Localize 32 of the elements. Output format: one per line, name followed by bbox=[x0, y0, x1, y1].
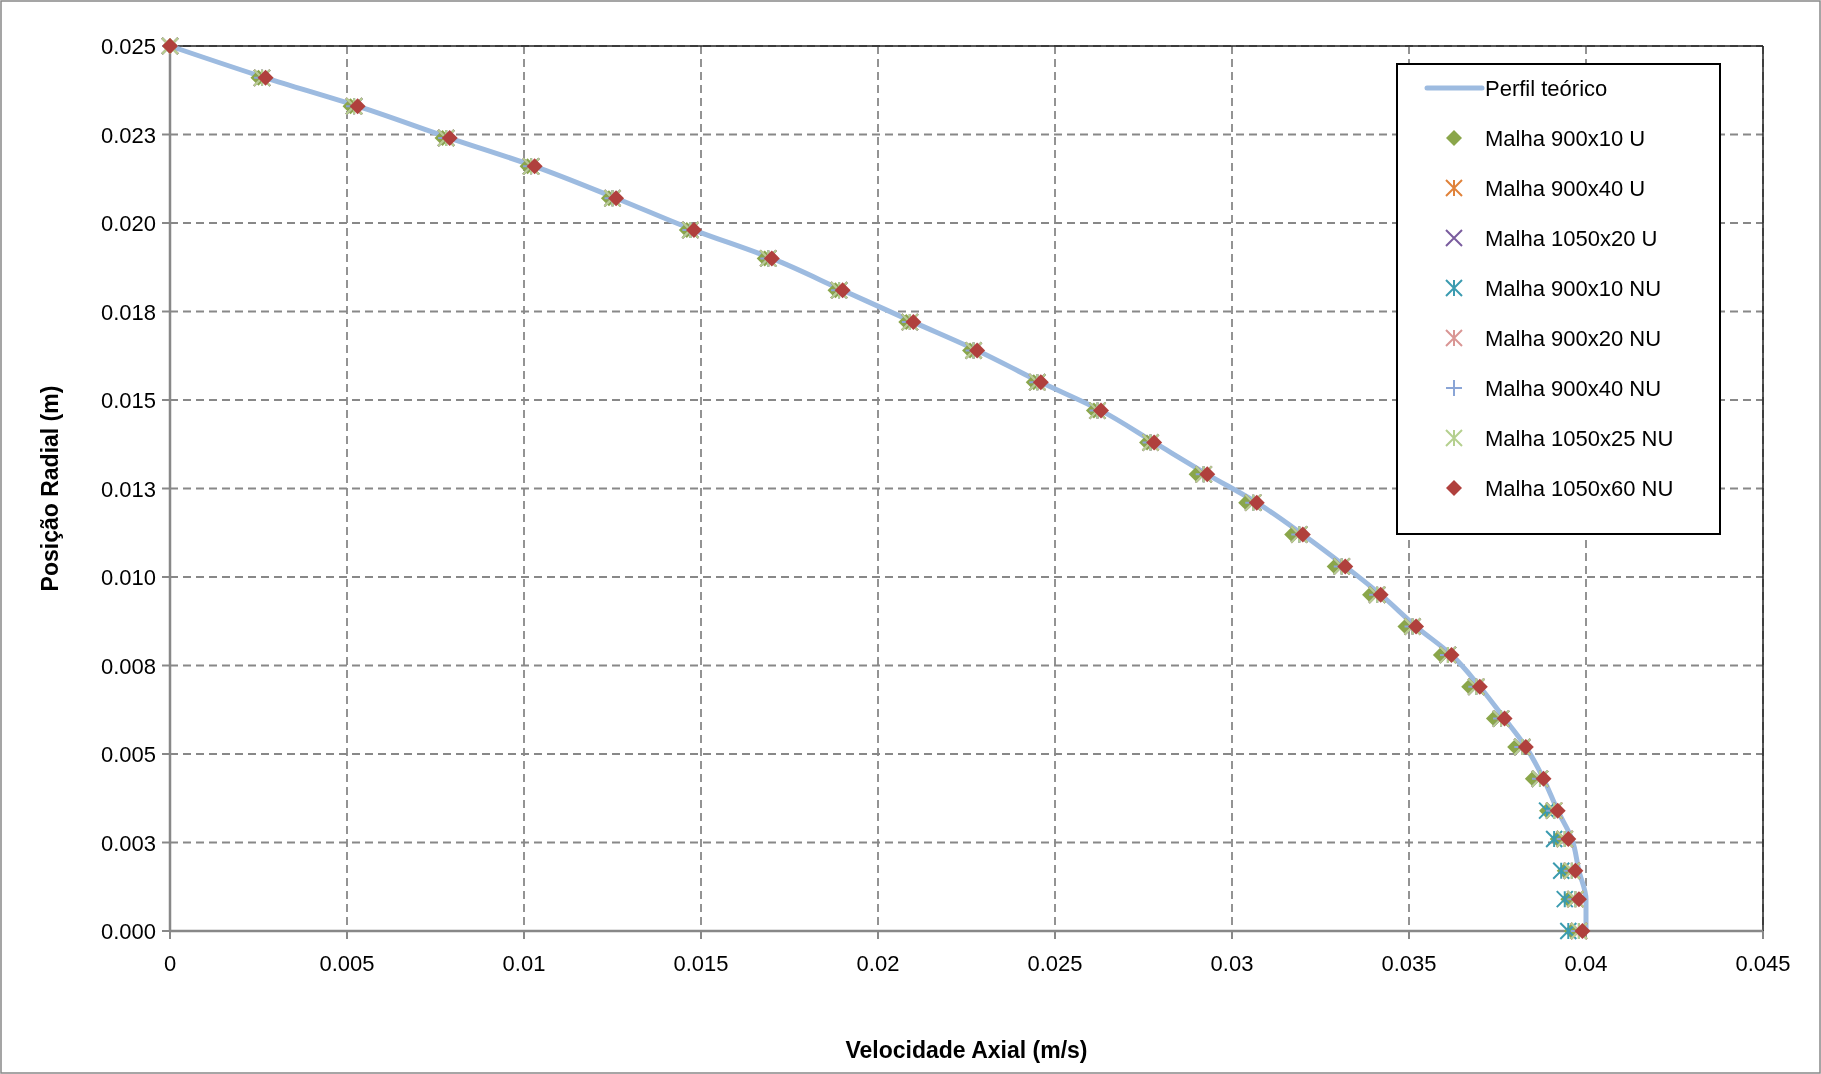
y-tick-label: 0.000 bbox=[100, 919, 156, 944]
legend-label: Malha 900x20 NU bbox=[1485, 326, 1662, 351]
legend-label: Malha 1050x25 NU bbox=[1485, 426, 1674, 451]
y-tick-label: 0.020 bbox=[100, 211, 156, 236]
y-axis-title: Posição Radial (m) bbox=[37, 385, 63, 592]
x-tick-label: 0.045 bbox=[1735, 951, 1791, 976]
x-tick-label: 0.02 bbox=[856, 951, 900, 976]
y-tick-label: 0.008 bbox=[100, 653, 156, 679]
legend-label: Malha 900x40 U bbox=[1485, 176, 1646, 201]
x-tick-label: 0.015 bbox=[673, 951, 729, 976]
y-tick-label: 0.005 bbox=[100, 742, 156, 767]
legend-label: Malha 900x10 NU bbox=[1485, 276, 1662, 301]
y-tick-label: 0.003 bbox=[100, 830, 156, 856]
y-tick-label: 0.010 bbox=[100, 565, 156, 590]
y-tick-label: 0.013 bbox=[100, 476, 156, 502]
x-tick-label: 0.01 bbox=[502, 951, 546, 976]
legend-label: Perfil teórico bbox=[1485, 76, 1608, 101]
y-tick-label: 0.025 bbox=[100, 34, 156, 59]
x-tick-label: 0.035 bbox=[1381, 951, 1437, 976]
x-tick-label: 0.005 bbox=[319, 951, 375, 976]
x-tick-label: 0 bbox=[163, 951, 177, 976]
y-tick-label: 0.015 bbox=[100, 388, 156, 413]
legend-label: Malha 1050x60 NU bbox=[1485, 476, 1674, 501]
y-tick-label: 0.023 bbox=[100, 122, 156, 148]
x-axis-title: Velocidade Axial (m/s) bbox=[845, 1037, 1088, 1063]
x-tick-label: 0.04 bbox=[1564, 951, 1608, 976]
legend-label: Malha 900x10 U bbox=[1485, 126, 1646, 151]
x-tick-label: 0.025 bbox=[1027, 951, 1083, 976]
y-tick-label: 0.018 bbox=[100, 299, 156, 325]
legend-label: Malha 1050x20 U bbox=[1485, 226, 1658, 251]
x-tick-label: 0.03 bbox=[1210, 951, 1254, 976]
legend-label: Malha 900x40 NU bbox=[1485, 376, 1662, 401]
